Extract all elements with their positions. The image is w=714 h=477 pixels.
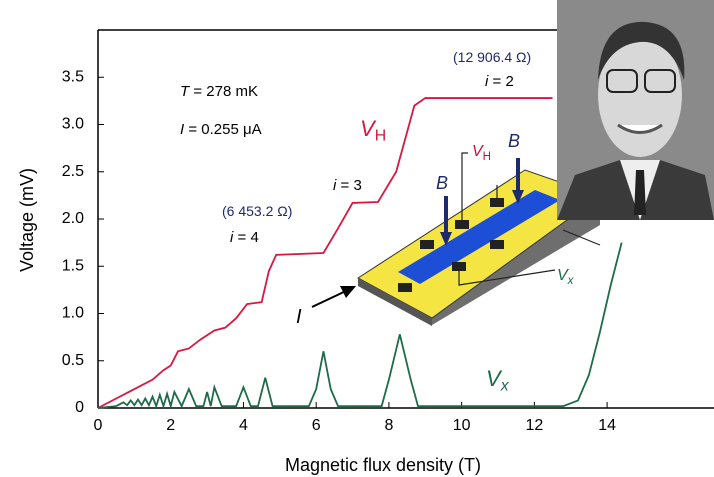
annotation: VH <box>472 143 491 163</box>
annotation: I = 0.255 μA <box>180 121 262 138</box>
annotation-part: i <box>333 177 337 194</box>
y-tick-label: 1.0 <box>62 305 84 322</box>
annotation-part: H <box>375 128 386 145</box>
wire <box>458 262 556 286</box>
annotation-part: = 3 <box>336 177 361 194</box>
y-axis-title: Voltage (mV) <box>17 168 37 272</box>
y-tick-label: 2.5 <box>62 163 84 180</box>
annotation-part: T <box>180 83 191 100</box>
annotation: I <box>296 306 302 328</box>
hall-bar <box>398 190 560 284</box>
annotation-part: = 4 <box>233 229 258 246</box>
arrow-head <box>512 190 524 204</box>
annotation-part: = 0.255 μA <box>184 121 261 138</box>
wires <box>458 152 601 286</box>
x-tick-label: 6 <box>312 417 321 434</box>
annotation: i = 4 <box>230 229 259 246</box>
arrow-head <box>440 232 452 246</box>
annotation-part: I <box>296 306 302 328</box>
annotation-part: = 2 <box>488 73 513 90</box>
y-tick-label: 0.5 <box>62 352 84 369</box>
annotation-part: x <box>500 378 510 395</box>
y-tick-label: 0 <box>75 399 84 416</box>
x-tick-label: 12 <box>525 417 543 434</box>
annotation-part: H <box>483 151 491 163</box>
annotation: (6 453.2 Ω) <box>222 203 292 219</box>
annotation: (12 906.4 Ω) <box>453 49 531 65</box>
glasses <box>606 69 638 93</box>
glasses <box>644 69 676 93</box>
series-line <box>97 97 553 409</box>
annotation-part: I <box>180 121 184 138</box>
annotation-part: x <box>567 275 575 287</box>
annotation-part: i <box>230 229 234 246</box>
annotation: Vx <box>486 366 510 395</box>
device-edge <box>358 278 432 326</box>
annotation-part: i <box>485 73 489 90</box>
y-tick-label: 2.0 <box>62 210 84 227</box>
y-tick-label: 3.5 <box>62 68 84 85</box>
annotation-part: (12 906.4 Ω) <box>453 49 531 65</box>
x-axis-title: Magnetic flux density (T) <box>285 455 481 475</box>
x-tick-label: 14 <box>598 417 616 434</box>
annotation-part: V <box>486 366 503 391</box>
annotation: Vx <box>557 267 575 287</box>
hall-device-inset <box>311 152 602 326</box>
tie <box>634 170 646 215</box>
x-tick-label: 0 <box>94 417 103 434</box>
arrow-head <box>340 286 356 298</box>
annotation-part: V <box>360 116 377 141</box>
portrait-photo <box>557 0 714 220</box>
series-line <box>97 242 623 410</box>
hair <box>598 21 685 80</box>
contact <box>490 198 504 207</box>
wire <box>562 229 601 246</box>
annotation-part: B <box>436 173 448 193</box>
annotation-part: (6 453.2 Ω) <box>222 203 292 219</box>
annotation-part: V <box>557 267 569 284</box>
annotation-part: B <box>508 131 520 151</box>
annotation: VH <box>360 116 386 145</box>
annotation: i = 2 <box>485 73 514 90</box>
current-arrow <box>311 289 349 308</box>
annotation-part: = 278 mK <box>189 83 258 100</box>
contact <box>398 283 412 292</box>
smile <box>617 123 663 134</box>
annotation-part: V <box>472 143 484 160</box>
annotation: T = 278 mK <box>180 83 258 100</box>
y-tick-label: 1.5 <box>62 257 84 274</box>
contact <box>455 220 469 229</box>
annotation: B <box>436 173 448 193</box>
annotation: i = 3 <box>333 177 362 194</box>
contact <box>490 240 504 249</box>
x-tick-label: 8 <box>384 417 393 434</box>
x-tick-label: 2 <box>166 417 175 434</box>
x-tick-label: 4 <box>239 417 248 434</box>
contact <box>420 240 434 249</box>
y-tick-label: 3.0 <box>62 116 84 133</box>
annotation: B <box>508 131 520 151</box>
x-tick-label: 10 <box>453 417 471 434</box>
wire <box>461 152 468 220</box>
